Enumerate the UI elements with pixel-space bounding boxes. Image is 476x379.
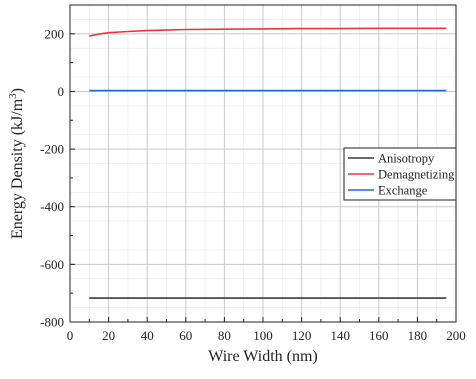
x-tick-label: 80 (218, 328, 231, 343)
x-tick-label: 20 (102, 328, 115, 343)
x-tick-label: 0 (67, 328, 74, 343)
y-tick-label: -800 (40, 315, 64, 330)
x-tick-label: 100 (253, 328, 273, 343)
tick-label-layer: 0 20 40 60 80 100 120 140 160 180 200 200 0 -200 -400 -… (40, 26, 466, 343)
y-tick-label: -600 (40, 257, 64, 272)
series-line-demagnetizing (89, 27, 447, 37)
legend-label-anisotropy: Anisotropy (378, 152, 435, 166)
y-tick-label: 200 (45, 26, 65, 41)
legend-label-exchange: Exchange (378, 184, 428, 198)
x-tick-label: 140 (330, 328, 350, 343)
legend-label-demagnetizing: Demagnetizing (378, 168, 455, 182)
y-axis-title-main: Energy Density (kJ/m (9, 98, 26, 239)
x-tick-label: 160 (369, 328, 389, 343)
x-axis-title: Wire Width (nm) (208, 348, 318, 365)
x-tick-label: 120 (292, 328, 312, 343)
legend: Anisotropy Demagnetizing Exchange (343, 147, 457, 201)
x-tick-label: 200 (446, 328, 466, 343)
y-tick-label: -200 (40, 142, 64, 157)
y-axis-title-close: ) (9, 88, 26, 93)
series-layer (89, 27, 447, 299)
x-tick-label: 60 (179, 328, 192, 343)
y-axis-title: Energy Density (kJ/m3) (7, 88, 26, 239)
x-tick-label: 180 (408, 328, 428, 343)
y-tick-label: -400 (40, 199, 64, 214)
y-axis-title-superscript: 3 (7, 93, 19, 99)
tick-layer (69, 33, 457, 323)
grid-layer (70, 5, 456, 322)
x-tick-label: 40 (141, 328, 154, 343)
y-tick-label: 0 (58, 84, 65, 99)
